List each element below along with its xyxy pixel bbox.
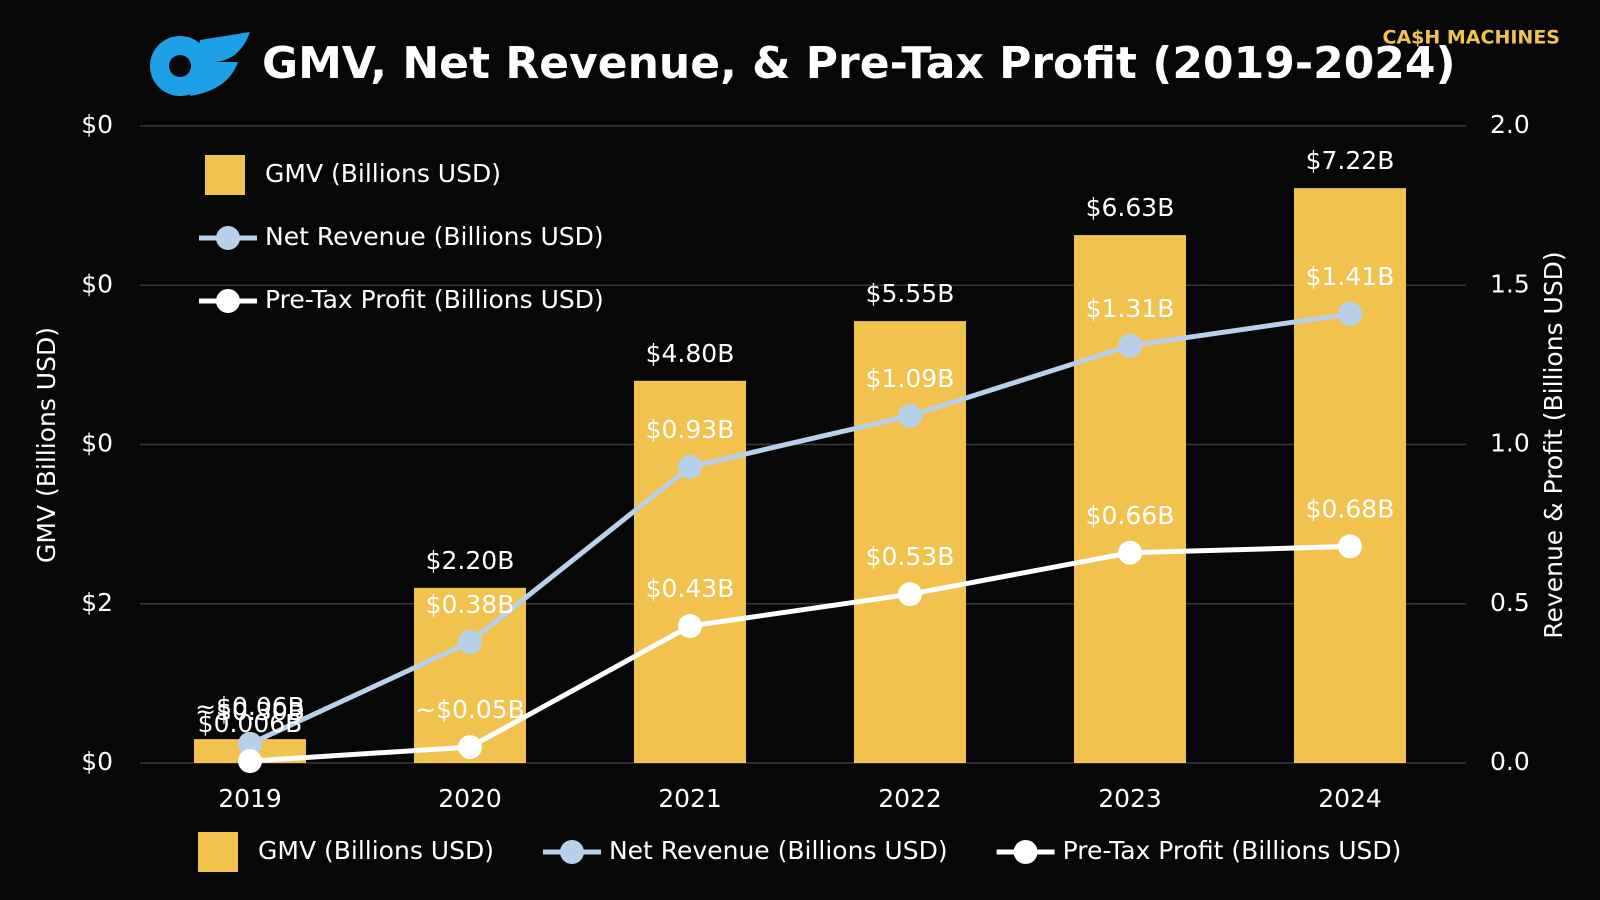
- logo: [150, 32, 250, 96]
- legend-item: Net Revenue (Billions USD): [542, 836, 948, 865]
- point: [678, 454, 702, 479]
- legend-label: Net Revenue (Billions USD): [609, 836, 948, 865]
- point: [1118, 333, 1142, 358]
- point: [238, 749, 262, 774]
- y2-tick-label: 0.0: [1490, 747, 1530, 776]
- point-value-label: $1.41B: [1306, 262, 1395, 291]
- legend-swatch: [205, 155, 245, 195]
- point: [458, 735, 482, 760]
- bar: [1074, 235, 1186, 763]
- y2-tick-label: 1.0: [1490, 429, 1530, 458]
- point-value-label: $0.006B: [198, 709, 303, 738]
- x-tick-label: 2022: [878, 784, 942, 813]
- point-value-label: ~$0.06B: [195, 692, 305, 721]
- line: [249, 543, 1351, 764]
- line: [248, 311, 1351, 747]
- bar-value-label: $6.63B: [1086, 193, 1175, 222]
- point: [1118, 540, 1142, 565]
- brand: CA$H MACHINES: [1383, 27, 1560, 49]
- bar: [634, 380, 746, 763]
- y2-tick-label: 0.5: [1490, 588, 1530, 617]
- bar-value-label: $7.22B: [1306, 146, 1395, 175]
- legend-marker: [216, 289, 240, 313]
- bar: [414, 587, 526, 763]
- legend-item: GMV (Billions USD): [198, 832, 494, 872]
- point-value-label: $1.31B: [1086, 294, 1175, 323]
- legend-item: Pre-Tax Profit (Billions USD): [996, 836, 1402, 865]
- point-value-label: $0.43B: [646, 574, 735, 603]
- y-axis-title: GMV (Billions USD): [32, 327, 61, 563]
- point-value-label: $1.09B: [866, 364, 955, 393]
- point-value-label: $0.53B: [866, 542, 955, 571]
- point: [238, 731, 262, 756]
- point: [458, 629, 482, 654]
- bar-value-label: $4.80B: [646, 339, 735, 368]
- point: [898, 403, 922, 428]
- point: [898, 582, 922, 607]
- legend-marker: [559, 840, 584, 864]
- y-tick-label: $0: [81, 110, 113, 139]
- point-value-label: $0.66B: [1086, 501, 1175, 530]
- legend-item: GMV (Billions USD): [205, 155, 501, 195]
- bar-value-label: ~$0.30B: [195, 697, 305, 726]
- bar: [1294, 188, 1406, 764]
- point: [678, 614, 702, 639]
- point-value-label: ~$0.05B: [415, 695, 525, 724]
- legend-label: GMV (Billions USD): [258, 836, 494, 865]
- y2-tick-label: 2.0: [1490, 110, 1530, 139]
- bar: [854, 321, 966, 763]
- legend-item: Net Revenue (Billions USD): [199, 222, 604, 251]
- x-tick-label: 2020: [438, 784, 502, 813]
- y-tick-label: $0: [81, 429, 113, 458]
- bar-value-label: $2.20B: [426, 546, 515, 575]
- legend-swatch: [198, 832, 238, 872]
- x-tick-label: 2019: [218, 784, 282, 813]
- point-value-label: $0.38B: [426, 590, 515, 619]
- x-tick-label: 2023: [1098, 784, 1162, 813]
- y2-axis-title: Revenue & Profit (Billions USD): [1539, 251, 1568, 638]
- legend-marker: [216, 226, 240, 250]
- x-tick-label: 2024: [1318, 784, 1382, 813]
- point-value-label: $0.93B: [646, 415, 735, 444]
- legend-item: Pre-Tax Profit (Billions USD): [199, 285, 604, 314]
- y-tick-label: $0: [81, 747, 113, 776]
- point-value-label: $0.68B: [1306, 494, 1395, 523]
- legend-label: GMV (Billions USD): [265, 159, 501, 188]
- bar-value-label: $5.55B: [866, 279, 955, 308]
- point: [1338, 301, 1362, 326]
- point: [1338, 534, 1362, 559]
- legend-marker: [1013, 840, 1038, 864]
- legend-label: Net Revenue (Billions USD): [265, 222, 604, 251]
- y-tick-label: $0: [81, 269, 113, 298]
- x-tick-label: 2021: [658, 784, 722, 813]
- legend-label: Pre-Tax Profit (Billions USD): [1063, 836, 1402, 865]
- y2-tick-label: 1.5: [1490, 269, 1530, 298]
- legend-label: Pre-Tax Profit (Billions USD): [265, 285, 604, 314]
- chart-title: GMV, Net Revenue, & Pre-Tax Profit (2019…: [262, 38, 1456, 89]
- y-tick-label: $2: [81, 588, 113, 617]
